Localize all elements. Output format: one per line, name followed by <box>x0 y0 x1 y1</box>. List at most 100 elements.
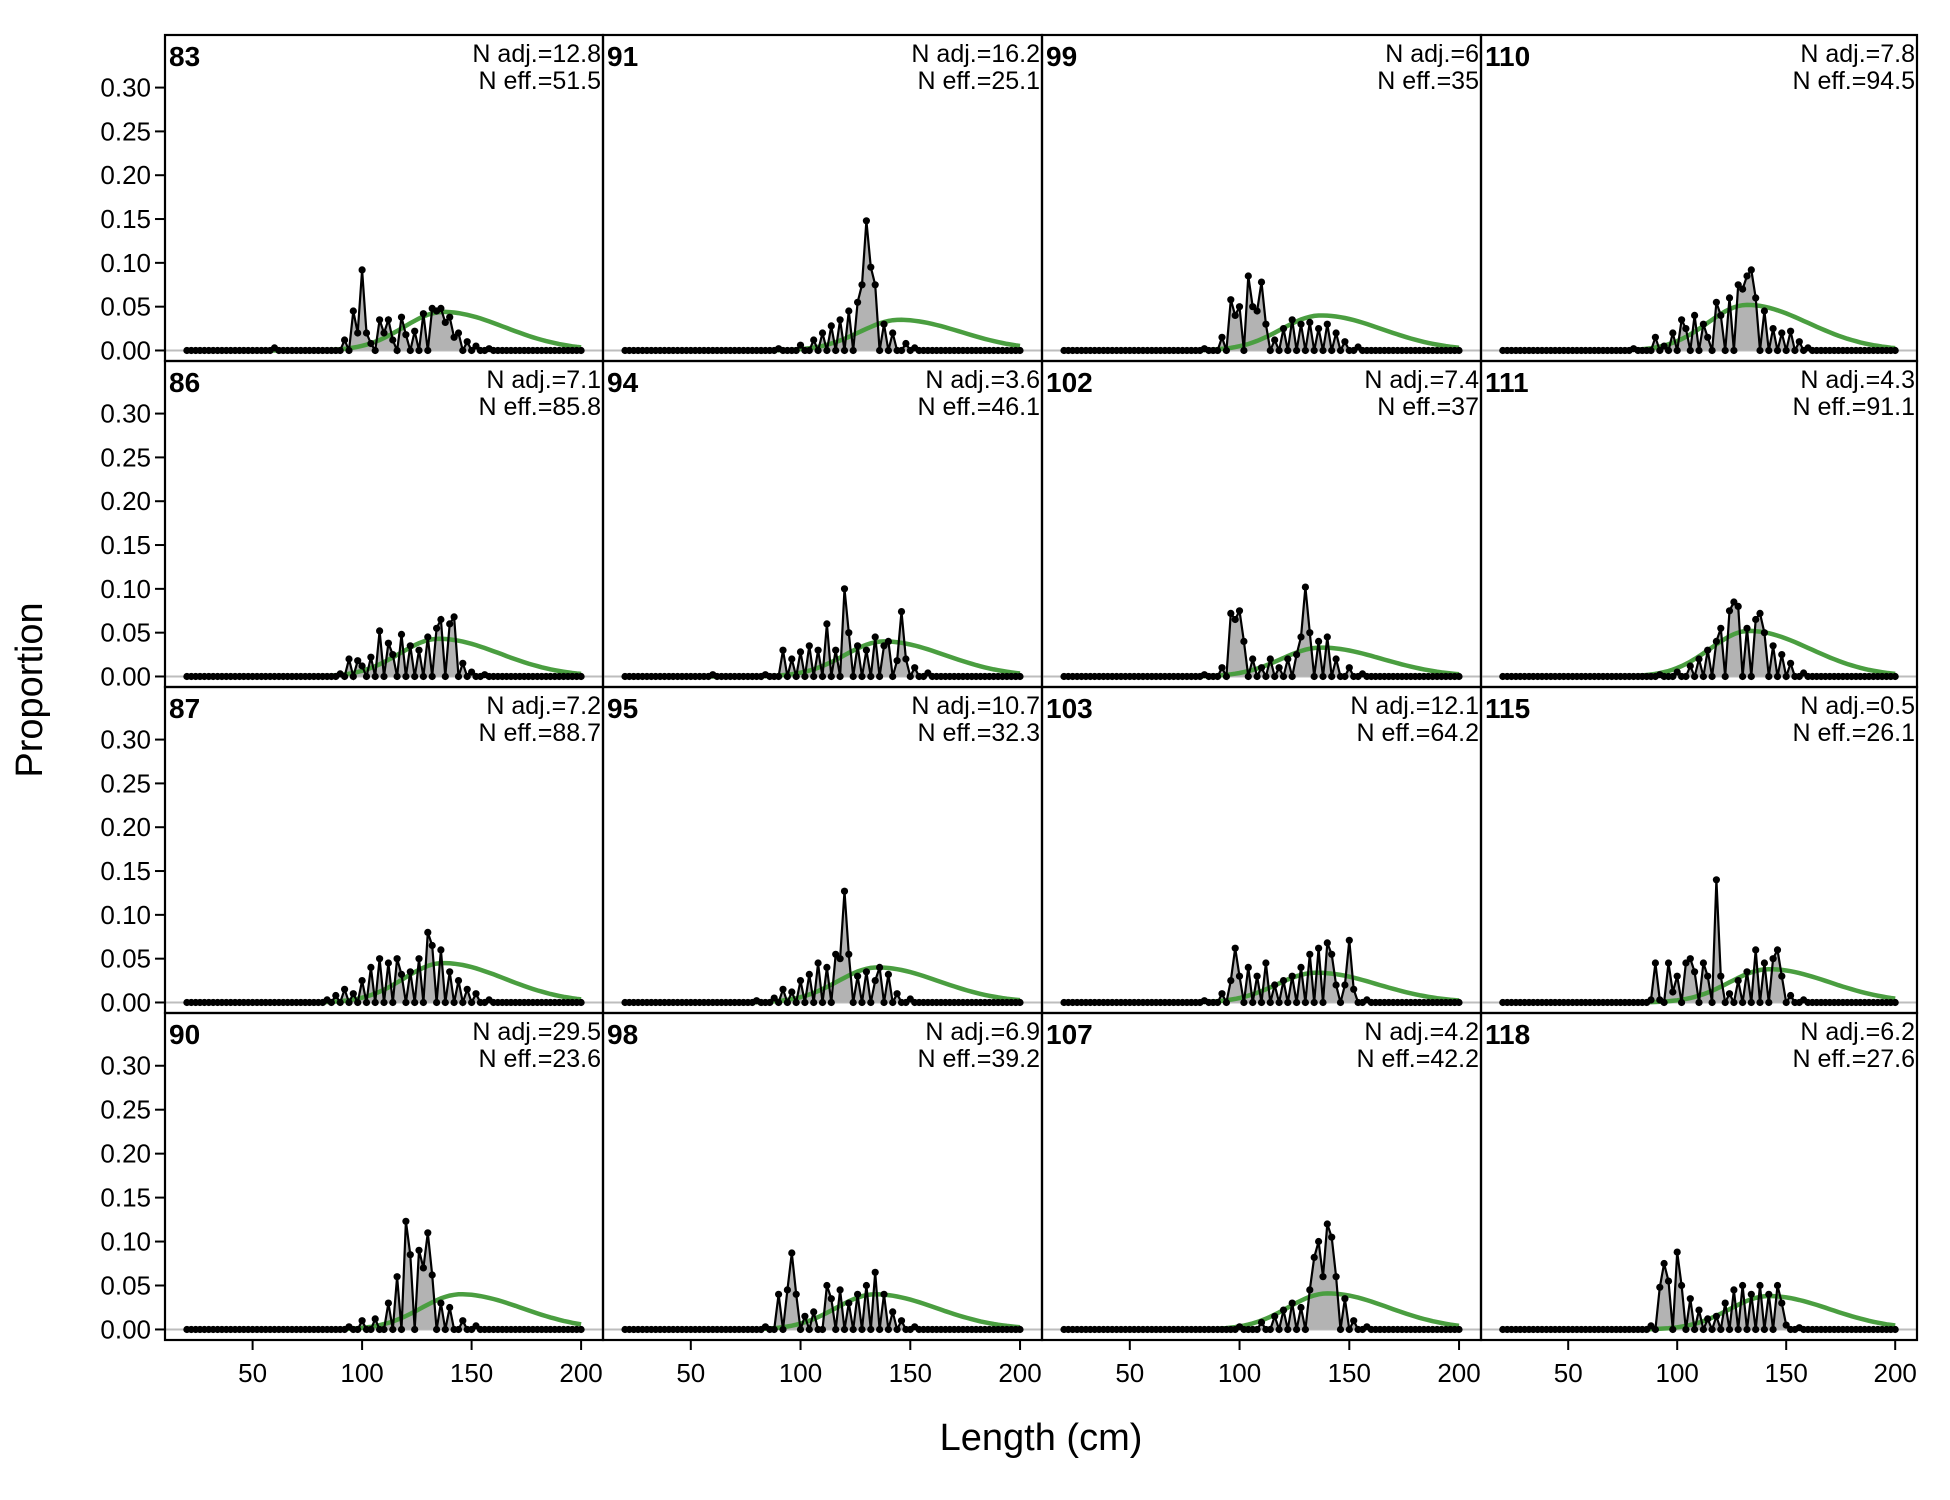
observed-point <box>1266 346 1274 355</box>
observed-point <box>1306 950 1314 958</box>
panel-label: 103 <box>1046 693 1093 724</box>
y-tick-label: 0.15 <box>100 204 151 234</box>
panel-label: 118 <box>1485 1019 1530 1050</box>
observed-point <box>406 1251 414 1259</box>
observed-point <box>437 1299 445 1307</box>
observed-point <box>775 672 783 681</box>
observed-point <box>1782 998 1790 1007</box>
observed-point <box>393 346 401 355</box>
observed-point <box>411 672 419 681</box>
panel-label: 102 <box>1046 367 1093 398</box>
observed-point <box>454 1325 463 1334</box>
n-adj-label: N adj.=3.6 <box>925 366 1040 394</box>
observed-point <box>1214 346 1222 355</box>
observed-point <box>805 346 813 355</box>
panel-99: 99 N adj.=6N eff.=35 <box>1040 33 1483 363</box>
observed-point <box>415 1246 423 1254</box>
observed-point <box>358 662 366 670</box>
observed-point <box>862 968 871 976</box>
observed-point <box>1293 1325 1301 1334</box>
observed-point <box>336 346 344 355</box>
observed-point <box>1678 316 1686 324</box>
observed-point <box>577 672 585 681</box>
observed-point <box>327 998 335 1007</box>
x-tick-label: 200 <box>998 1358 1041 1388</box>
n-adj-label: N adj.=7.4 <box>1364 366 1479 394</box>
n-adj-label: N adj.=7.8 <box>1800 40 1915 68</box>
observed-point <box>1782 672 1790 681</box>
observed-point <box>1708 346 1716 355</box>
observed-area <box>186 1221 582 1330</box>
observed-point <box>1310 998 1318 1007</box>
observed-point <box>472 342 480 350</box>
observed-point <box>468 668 476 676</box>
n-adj-label: N adj.=7.2 <box>486 692 601 720</box>
observed-point <box>1275 998 1283 1007</box>
observed-point <box>1752 294 1760 302</box>
observed-point <box>1691 672 1699 681</box>
observed-point <box>1747 672 1755 681</box>
observed-point <box>1240 346 1248 355</box>
observed-point <box>1747 266 1755 274</box>
observed-point <box>1725 990 1734 998</box>
n-adj-label: N adj.=6.2 <box>1800 1018 1915 1046</box>
observed-point <box>845 629 853 637</box>
observed-line <box>625 588 1020 680</box>
observed-point <box>1218 664 1226 672</box>
x-tick-label: 100 <box>1656 1358 1699 1388</box>
observed-point <box>1734 281 1742 289</box>
observed-point <box>1336 346 1345 355</box>
observed-point <box>433 1325 441 1334</box>
x-tick-label: 50 <box>1554 1358 1583 1388</box>
observed-point <box>1319 998 1327 1007</box>
x-tick-label: 50 <box>238 1358 267 1388</box>
observed-point <box>840 585 849 593</box>
y-tick-label: 0.20 <box>100 1139 151 1169</box>
observed-point <box>1332 329 1340 337</box>
observed-point <box>454 977 463 985</box>
observed-point <box>1756 998 1764 1007</box>
observed-point <box>871 281 879 289</box>
observed-point <box>463 985 471 993</box>
observed-point <box>867 998 875 1007</box>
observed-point <box>1787 327 1795 335</box>
observed-point <box>415 346 423 355</box>
observed-point <box>1682 672 1690 681</box>
panel-94: 94 N adj.=3.6N eff.=46.1 <box>601 359 1044 689</box>
observed-point <box>419 998 427 1007</box>
observed-point <box>796 648 805 656</box>
observed-point <box>1222 346 1230 355</box>
observed-point <box>468 998 476 1007</box>
observed-point <box>876 346 884 355</box>
observed-point <box>1725 607 1734 615</box>
observed-line <box>186 613 582 681</box>
observed-point <box>801 998 809 1007</box>
observed-point <box>1699 320 1707 328</box>
observed-point <box>1765 672 1773 681</box>
observed-point <box>1725 1325 1734 1334</box>
y-tick-label: 0.15 <box>100 1183 151 1213</box>
observed-point <box>1328 672 1336 681</box>
observed-point <box>354 657 362 665</box>
observed-point <box>441 672 449 681</box>
observed-point <box>876 1325 884 1334</box>
observed-point <box>1660 342 1668 350</box>
y-tick-label: 0.10 <box>100 1227 151 1257</box>
observed-point <box>1345 936 1353 944</box>
observed-point <box>1323 939 1331 947</box>
observed-point <box>1704 333 1712 341</box>
n-eff-label: N eff.=35 <box>1377 67 1479 95</box>
observed-point <box>1253 672 1261 681</box>
observed-point <box>1739 285 1747 293</box>
observed-point <box>880 998 888 1007</box>
observed-point <box>1778 972 1786 980</box>
observed-point <box>827 998 835 1007</box>
observed-point <box>1891 1325 1899 1334</box>
observed-point <box>845 1299 853 1307</box>
observed-point <box>402 672 410 681</box>
observed-point <box>814 346 822 355</box>
observed-point <box>397 630 406 639</box>
observed-point <box>906 672 914 681</box>
observed-point <box>446 968 454 976</box>
y-tick-label: 0.10 <box>100 248 151 278</box>
